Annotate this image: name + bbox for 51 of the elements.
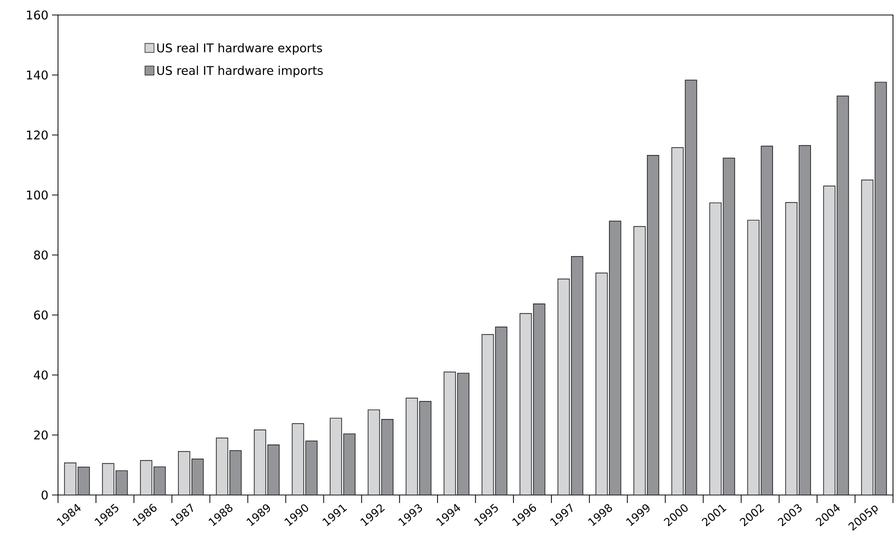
bar	[178, 451, 190, 495]
bar	[836, 96, 849, 495]
y-tick-label: 140	[26, 70, 48, 80]
y-tick-label: 80	[34, 250, 48, 260]
bar	[722, 158, 736, 495]
bar	[823, 186, 836, 495]
legend-label: US real IT hardware imports	[157, 66, 323, 78]
y-tick-label: 60	[34, 310, 48, 320]
bar	[520, 313, 532, 495]
bar	[558, 278, 570, 495]
bar	[368, 409, 380, 495]
bar	[216, 438, 228, 495]
bar	[798, 145, 811, 495]
y-tick-label: 20	[34, 430, 48, 440]
y-tick-label: 120	[26, 130, 48, 140]
bar	[343, 433, 356, 495]
bar	[785, 202, 798, 495]
bar	[482, 334, 494, 495]
bar	[608, 220, 622, 495]
bar	[874, 82, 887, 495]
bar	[381, 419, 394, 495]
bar	[292, 423, 304, 495]
y-tick-label: 160	[26, 10, 48, 20]
bar	[267, 444, 280, 495]
bar	[406, 398, 418, 495]
bar	[533, 304, 546, 495]
bar	[444, 372, 456, 495]
bar	[633, 226, 646, 495]
bar	[861, 180, 874, 495]
bar	[571, 256, 584, 495]
bar	[709, 202, 722, 495]
bar	[305, 440, 318, 495]
bar	[140, 460, 152, 495]
bar	[254, 430, 266, 495]
y-tick-label: 0	[42, 490, 48, 500]
y-tick-label: 40	[34, 370, 48, 380]
legend-label: US real IT hardware exports	[157, 43, 322, 55]
bar	[229, 450, 242, 495]
bar	[646, 155, 660, 495]
bar	[760, 146, 774, 495]
bar	[671, 147, 684, 495]
bar	[191, 458, 204, 495]
bar	[154, 466, 166, 495]
bar	[330, 418, 342, 495]
bar	[684, 80, 698, 495]
bar	[747, 220, 760, 495]
y-tick-label: 100	[26, 190, 48, 200]
bar	[419, 401, 432, 495]
bar	[457, 372, 470, 495]
bar	[495, 326, 508, 495]
bar	[596, 272, 608, 495]
